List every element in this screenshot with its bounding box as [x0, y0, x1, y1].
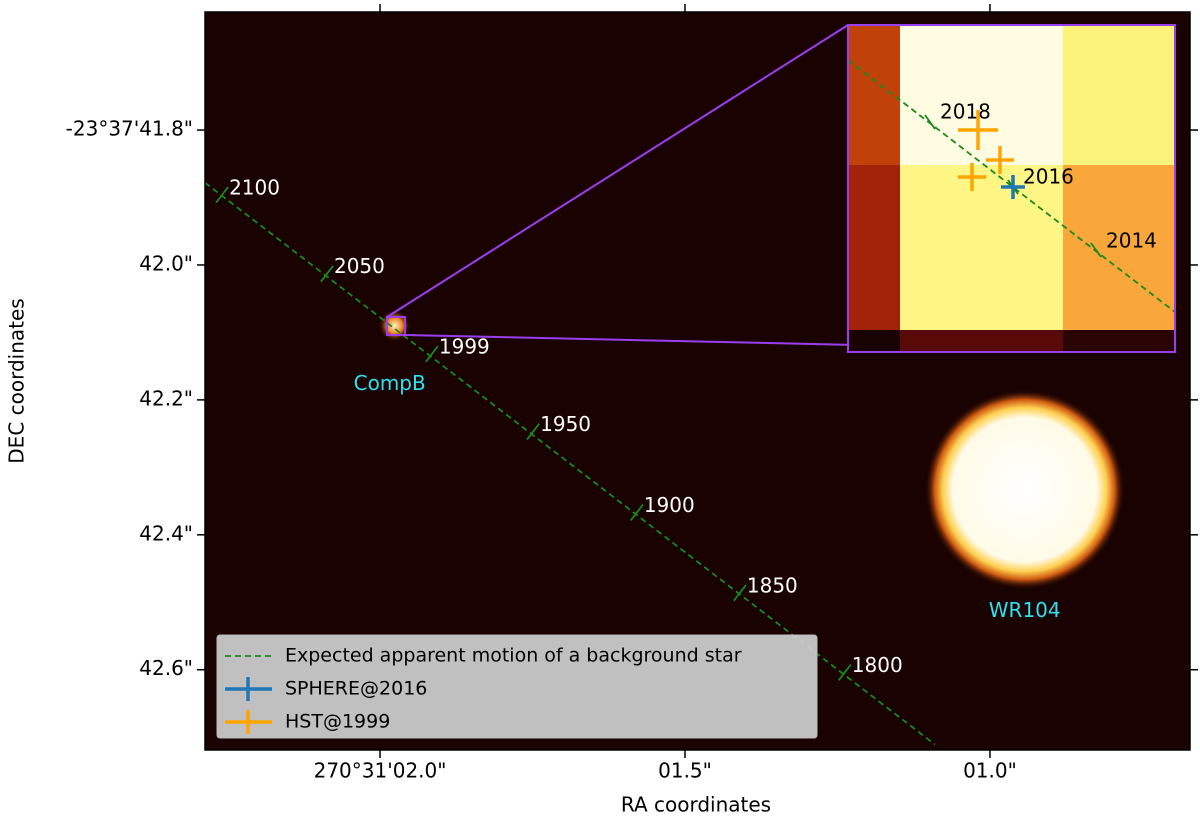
- zoom-box: [386, 316, 406, 336]
- connector: [386, 24, 849, 318]
- epoch-tick: [733, 584, 747, 602]
- legend-label: SPHERE@2016: [285, 678, 427, 700]
- inset: 2018 2016 2014: [847, 24, 1176, 353]
- legend: Expected apparent motion of a background…: [216, 634, 818, 739]
- epoch-tick: [630, 504, 644, 522]
- inset-epoch-label: 2014: [1106, 229, 1157, 253]
- inset-frame: [847, 24, 1176, 353]
- x-tick-label: 01.5": [658, 759, 712, 783]
- epoch-label: 1900: [644, 493, 695, 517]
- inset-epoch-tick: [1090, 242, 1102, 258]
- x-axis-label: RA coordinates: [621, 793, 771, 817]
- y-tick-label: 42.6": [139, 656, 193, 680]
- epoch-tick: [837, 663, 852, 681]
- legend-label: HST@1999: [285, 711, 390, 733]
- plot-frame: [204, 11, 1191, 751]
- epoch-label: 1999: [439, 335, 490, 359]
- epoch-tick: [526, 423, 540, 441]
- y-tick-label: 42.0": [139, 251, 193, 275]
- inset-pixel: [900, 165, 1063, 330]
- y-tick-label: 42.4": [139, 521, 193, 545]
- legend-label: Expected apparent motion of a background…: [285, 645, 742, 667]
- y-tick-label: 42.2": [139, 386, 193, 410]
- inset-epoch-label: 2018: [940, 100, 991, 124]
- epoch-tick: [425, 345, 439, 363]
- source-blob: [924, 389, 1125, 590]
- y-tick-label: -23°37'41.8": [66, 117, 193, 141]
- epoch-tick: [320, 265, 334, 283]
- inset-pixel: [1063, 165, 1175, 330]
- inset-pixel: [900, 25, 1063, 165]
- x-tick-label: 270°31'02.0": [314, 759, 447, 783]
- inset-pixel: [848, 25, 900, 165]
- source-label: CompB: [354, 371, 426, 395]
- epoch-label: 1950: [540, 412, 591, 436]
- x-tick-label: 01.0": [963, 759, 1017, 783]
- epoch-label: 2050: [334, 254, 385, 278]
- inset-epoch-tick: [924, 114, 936, 130]
- epoch-tick: [215, 186, 229, 204]
- y-axis-label: DEC coordinates: [5, 298, 29, 463]
- epoch-label: 2100: [229, 175, 280, 199]
- inset-track: [847, 59, 1176, 313]
- inset-pixel: [900, 330, 1063, 352]
- inset-pixel: [848, 330, 900, 352]
- inset-pixel: [848, 165, 900, 330]
- inset-epoch-label: 2016: [1023, 165, 1074, 189]
- legend-box: [216, 634, 818, 739]
- inset-pixel: [1063, 25, 1175, 165]
- inset-markers: [958, 110, 1025, 199]
- epoch-label: 1850: [747, 573, 798, 597]
- track-line: [205, 181, 936, 746]
- source-label: WR104: [989, 598, 1061, 622]
- epoch-label: 1800: [852, 653, 903, 677]
- sky-layer: 2100 2050 1999 1950 1900 1850 1800: [205, 175, 1125, 746]
- inset-pixel: [1063, 330, 1175, 352]
